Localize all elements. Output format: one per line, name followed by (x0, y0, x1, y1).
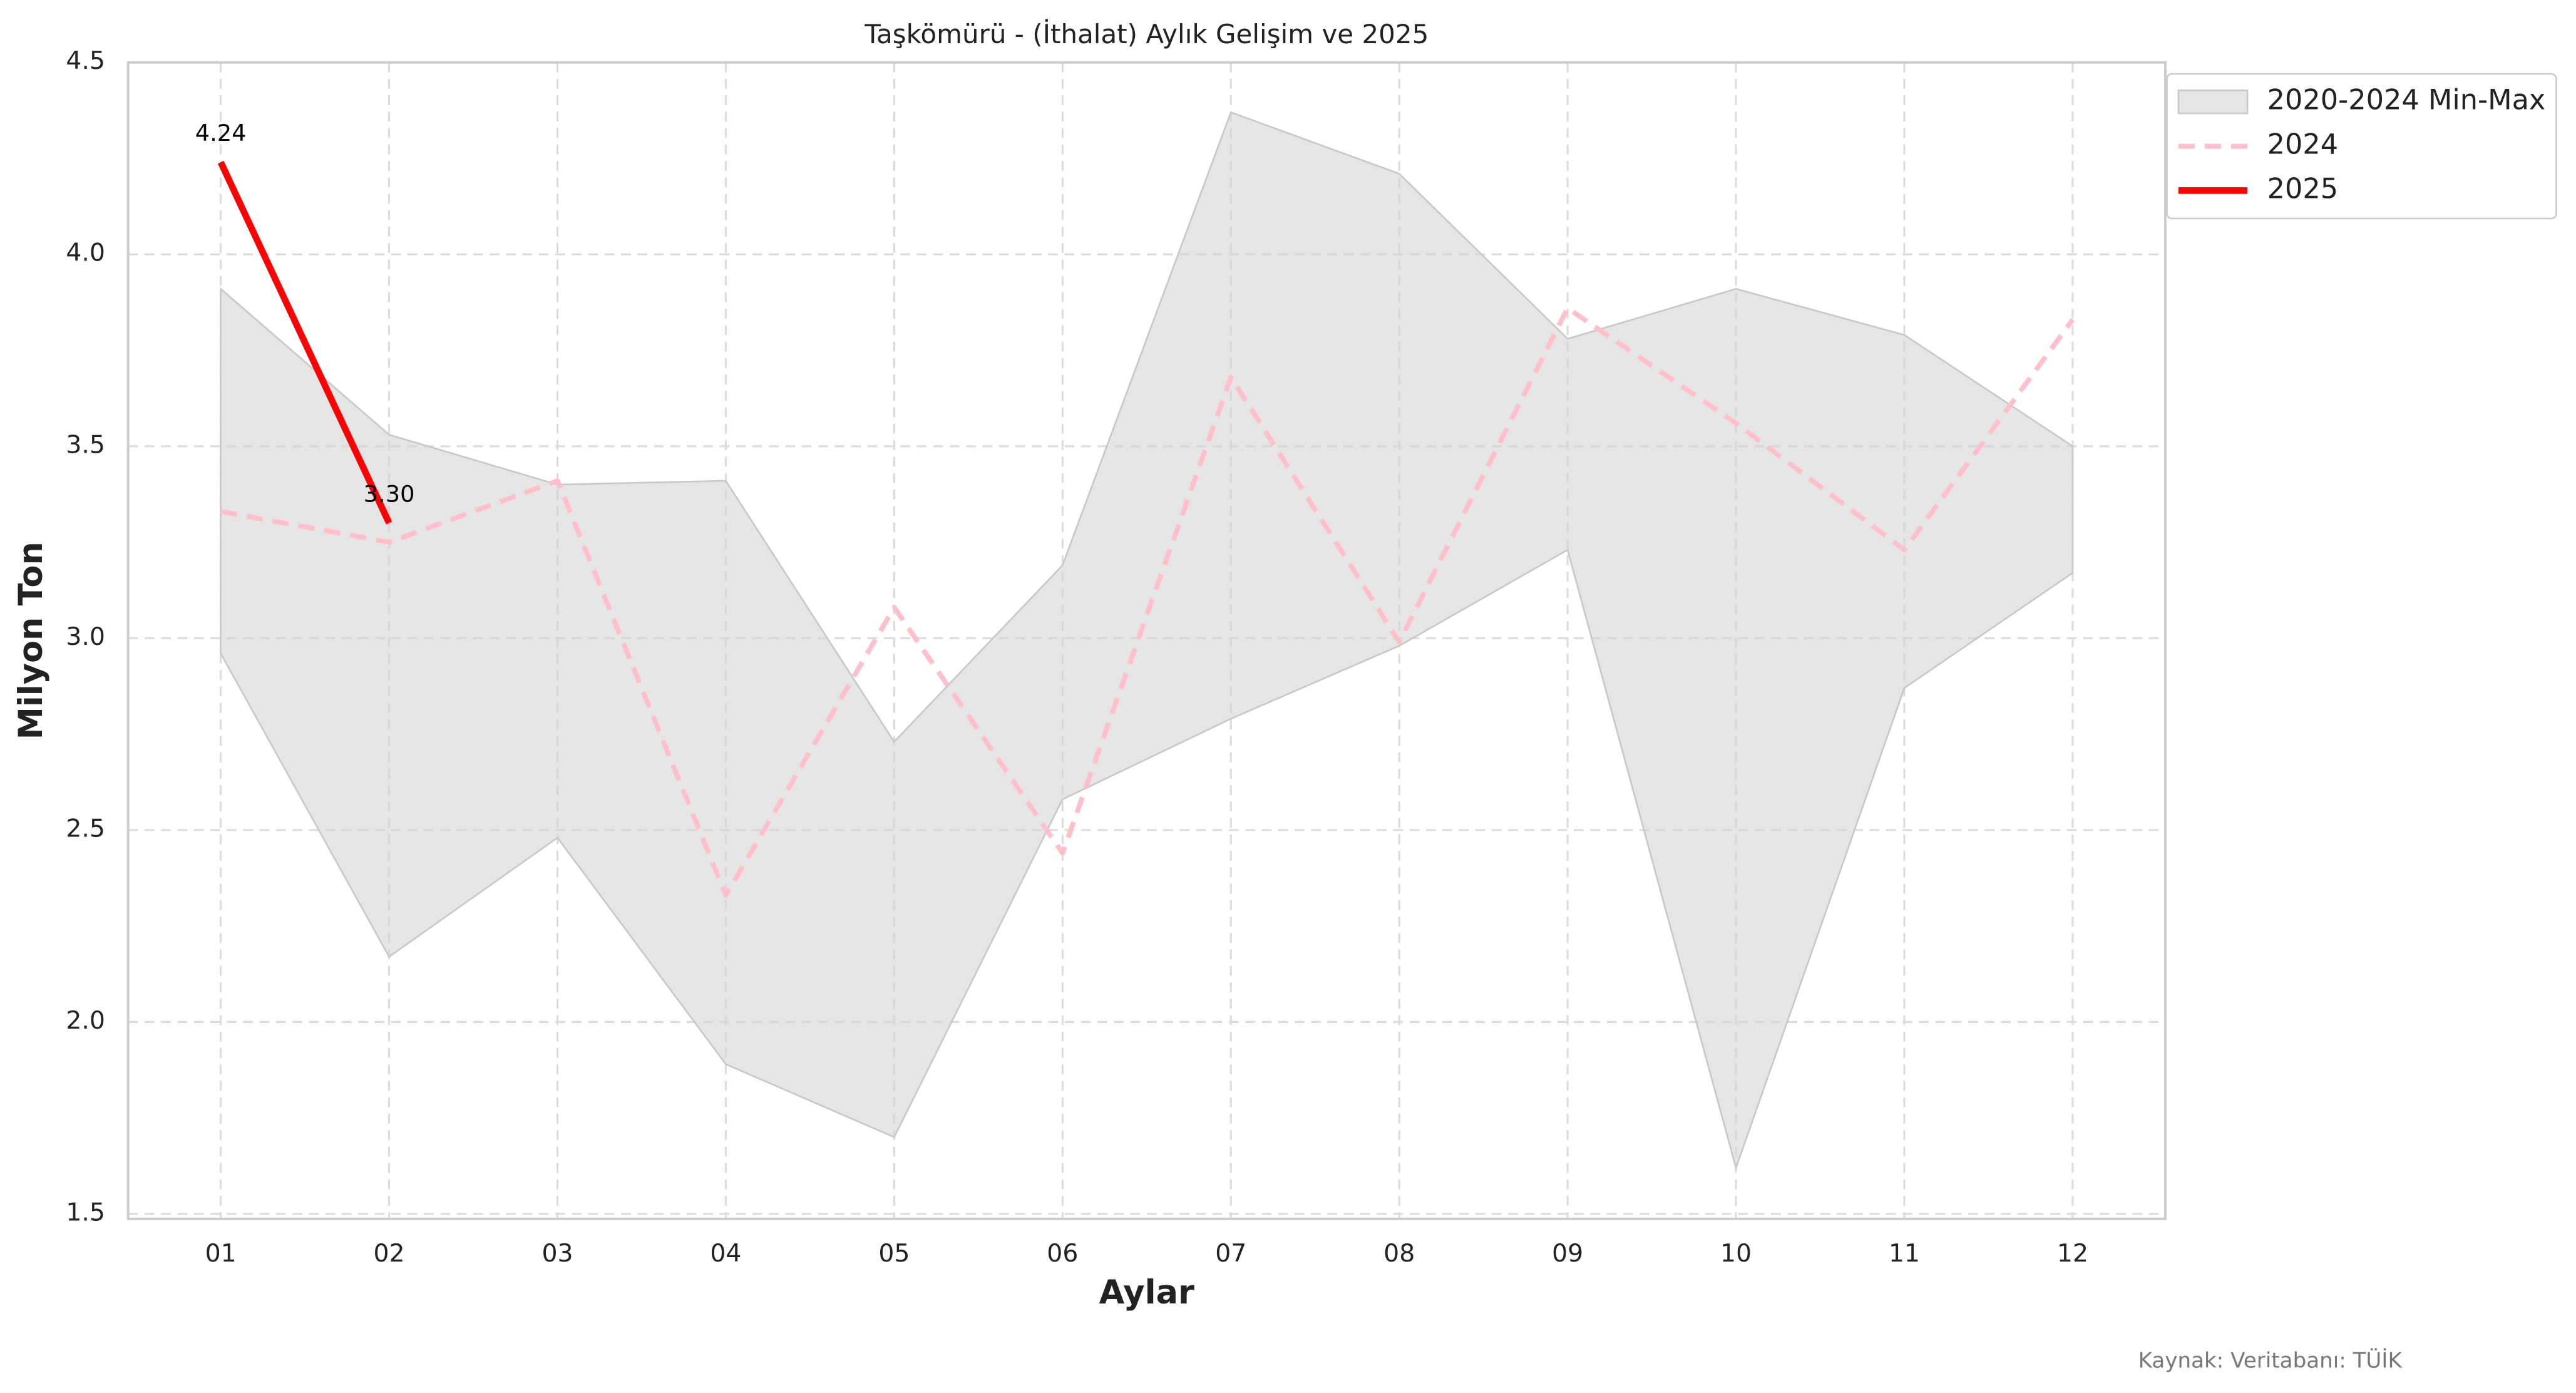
legend-label: 2024 (2267, 128, 2339, 161)
x-tick-label: 04 (710, 1239, 741, 1268)
line-series (217, 160, 393, 525)
y-tick-label: 4.0 (66, 239, 105, 267)
y-tick-label: 2.0 (66, 1006, 105, 1035)
line-series (220, 306, 2075, 898)
data-label: 3.30 (364, 480, 415, 507)
y-tick-label: 3.5 (66, 430, 105, 459)
x-tick-label: 01 (205, 1239, 237, 1268)
chart-title: Taşkömürü - (İthalat) Aylık Gelişim ve 2… (864, 18, 1429, 49)
y-tick-label: 2.5 (66, 814, 105, 843)
legend-box (2166, 73, 2557, 220)
x-tick-label: 08 (1383, 1239, 1415, 1268)
x-axis-label: Aylar (1099, 1273, 1194, 1312)
x-tick-label: 11 (1889, 1239, 1920, 1268)
y-tick-label: 3.0 (66, 622, 105, 651)
min-max-band (220, 111, 2074, 1171)
x-tick-label: 05 (878, 1239, 910, 1268)
legend-swatch (2177, 89, 2249, 115)
x-tick-label: 09 (1552, 1239, 1583, 1268)
x-tick-label: 10 (1720, 1239, 1752, 1268)
x-tick-label: 12 (2057, 1239, 2088, 1268)
x-tick-label: 02 (374, 1239, 405, 1268)
data-label: 4.24 (195, 120, 247, 146)
source-note: Kaynak: Veritabanı: TÜİK (2138, 1348, 2403, 1374)
legend-label: 2025 (2267, 172, 2339, 205)
y-axis-label: Milyon Ton (12, 542, 50, 739)
x-tick-label: 03 (541, 1239, 573, 1268)
x-tick-label: 07 (1215, 1239, 1246, 1268)
plot-frame (126, 61, 2167, 1220)
x-tick-label: 06 (1047, 1239, 1078, 1268)
y-tick-label: 4.5 (66, 46, 105, 75)
y-tick-label: 1.5 (66, 1198, 105, 1226)
legend-label: 2020-2024 Min-Max (2267, 84, 2546, 116)
